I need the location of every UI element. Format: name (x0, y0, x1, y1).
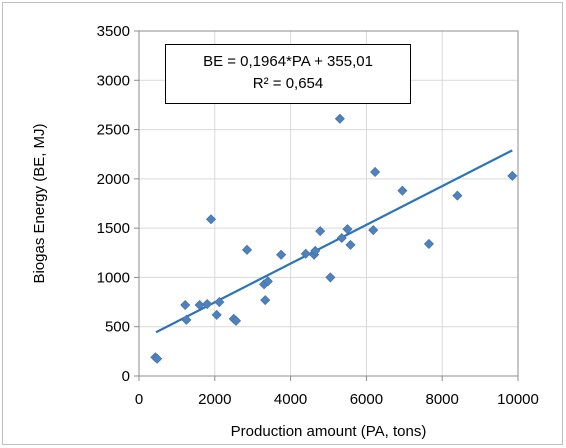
data-point (241, 244, 253, 255)
data-point (370, 166, 381, 177)
data-point (336, 232, 347, 244)
data-point (300, 248, 311, 259)
data-point (230, 315, 242, 326)
y-tick-label: 3000 (97, 72, 130, 89)
x-tick-label: 0 (135, 391, 143, 408)
x-axis-title: Production amount (PA, tons) (231, 423, 427, 440)
data-point (452, 190, 463, 201)
data-point (262, 276, 273, 287)
x-tick-label: 6000 (350, 391, 383, 408)
data-point (368, 225, 379, 236)
data-point (315, 226, 326, 237)
data-point (423, 238, 434, 249)
data-point (205, 214, 217, 225)
data-point (507, 170, 518, 181)
y-tick-label: 3500 (97, 23, 130, 40)
data-point (310, 245, 321, 256)
y-tick-label: 1000 (97, 269, 130, 286)
y-tick-label: 2500 (97, 122, 130, 139)
data-point (202, 299, 213, 310)
x-tick-label: 4000 (274, 391, 307, 408)
data-point (211, 309, 222, 320)
data-point (334, 113, 345, 124)
y-tick-label: 0 (122, 368, 130, 385)
data-point (194, 300, 205, 311)
trendline-equation: BE = 0,1964*PA + 355,01 (203, 53, 373, 70)
data-point (152, 353, 163, 364)
data-point (260, 295, 271, 306)
data-point (214, 297, 225, 308)
data-point (325, 272, 336, 283)
data-point (397, 185, 408, 196)
y-tick-label: 500 (105, 319, 130, 336)
data-point (181, 314, 192, 325)
y-tick-label: 2000 (97, 171, 130, 188)
plot-area-border (138, 30, 519, 377)
data-point (342, 224, 353, 235)
x-tick-label: 10000 (497, 391, 539, 408)
data-points (150, 113, 518, 364)
data-point (345, 239, 356, 250)
y-axis-title: Biogas Energy (BE, MJ) (31, 123, 48, 283)
r-squared-label: R² = 0,654 (252, 75, 324, 92)
axis-ticks: 0 500 1000 1500 2000 2500 3000 3500 0 2000 4000 600… (97, 23, 539, 408)
data-point (180, 300, 191, 311)
trendline-equation-box: BE = 0,1964*PA + 355,01 R² = 0,654 (165, 44, 411, 104)
y-tick-label: 1500 (97, 220, 130, 237)
x-tick-label: 2000 (198, 391, 231, 408)
data-point (276, 249, 287, 260)
x-tick-label: 8000 (426, 391, 459, 408)
